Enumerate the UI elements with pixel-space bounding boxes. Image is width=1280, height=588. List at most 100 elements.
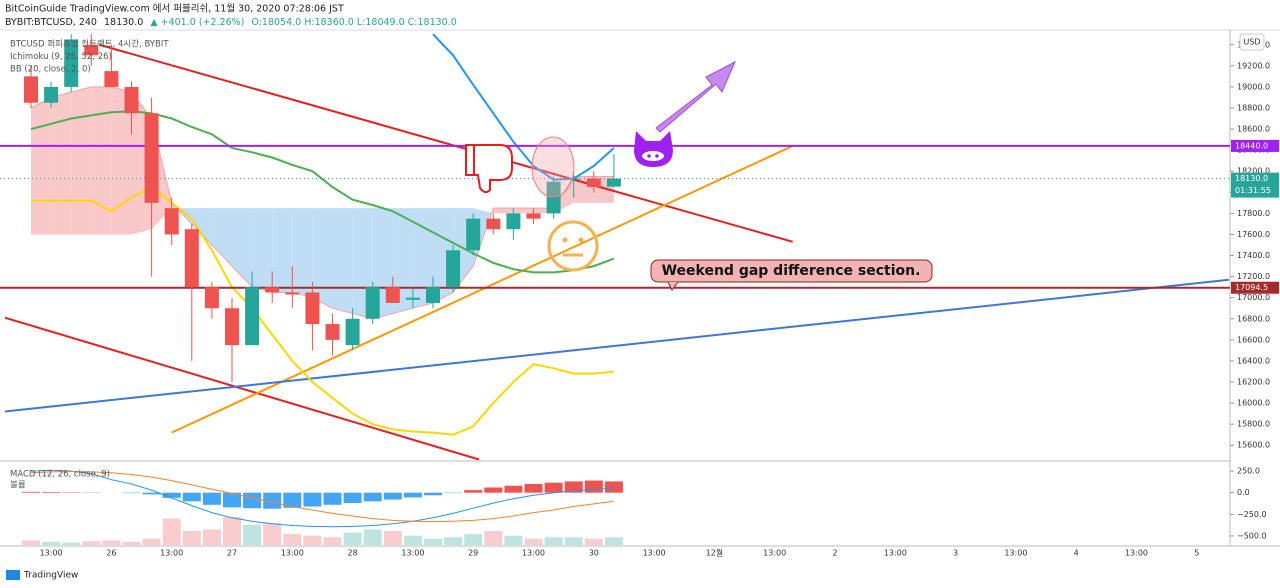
y-tick-label: 16000.0	[1237, 399, 1270, 408]
signal-line	[30, 470, 614, 523]
x-tick-label: 13:00	[884, 549, 907, 558]
change: ▲ +401.0 (+2.26%)	[150, 17, 244, 28]
header-line: BYBIT:BTCUSD, 240 18130.0 ▲ +401.0 (+2.2…	[5, 17, 457, 28]
histogram-bar	[243, 492, 262, 509]
histogram-bar	[162, 492, 181, 498]
volume-bar	[102, 540, 121, 545]
volume-bar	[343, 532, 362, 545]
indicator-line	[432, 33, 615, 181]
candle-body	[405, 297, 420, 300]
x-tick-label: 13:00	[522, 549, 545, 558]
x-tick-label: 5	[1194, 549, 1199, 558]
y-tick-label: 0.0	[1237, 488, 1250, 497]
volume-bar	[283, 534, 302, 545]
histogram-bar	[182, 492, 201, 502]
candle-body	[44, 86, 59, 103]
histogram-bar	[223, 492, 241, 508]
x-tick-label: 13:00	[1125, 549, 1148, 558]
cloud-segment	[292, 208, 313, 298]
candle-body	[345, 318, 360, 346]
level-label: 17094.5	[1235, 283, 1268, 292]
histogram-bar	[142, 492, 161, 495]
x-tick-label: 27	[227, 549, 237, 558]
x-tick-label: 13:00	[763, 549, 786, 558]
candle-body	[426, 287, 440, 303]
x-tick-label: 3	[953, 549, 958, 558]
level-label-box	[1231, 281, 1279, 294]
cat-nostril	[655, 154, 659, 158]
main-pane	[0, 33, 1230, 460]
volume-bar	[323, 537, 342, 545]
volume-bar	[263, 523, 282, 545]
countdown: 01:31:55	[1235, 186, 1271, 195]
cat-nose	[642, 151, 664, 161]
annotation-text: Weekend gap difference section.	[662, 263, 921, 279]
volume-bar	[524, 538, 543, 545]
cloud-segment	[272, 208, 293, 293]
legend-entry: Ichimoku (9, 26, 52, 26)	[10, 52, 112, 62]
legend-entry: 볼륨	[10, 480, 26, 491]
candle-body	[385, 287, 400, 303]
x-tick-label: 13:00	[401, 549, 424, 558]
cloud-segment	[232, 208, 253, 288]
cloud-segment	[91, 86, 112, 235]
histogram-bar	[504, 485, 523, 493]
candle-body	[24, 76, 38, 103]
annotation-bubble	[650, 259, 933, 283]
volume-bar	[564, 537, 583, 545]
currency-button[interactable]	[1239, 33, 1265, 51]
y-tick-label: 17400.0	[1237, 251, 1270, 260]
candle-body	[225, 308, 239, 346]
currency[interactable]: USD	[1243, 38, 1260, 47]
histogram-bar	[263, 492, 282, 509]
histogram-bar	[464, 490, 483, 493]
highlight-ellipse	[531, 136, 575, 198]
candle-body	[204, 287, 219, 309]
x-tick-label: 13:00	[1004, 549, 1027, 558]
y-tick-label: 17200.0	[1237, 272, 1270, 281]
volume-bar	[363, 529, 382, 545]
histogram-bar	[383, 492, 402, 500]
candle-body	[64, 39, 79, 87]
x-tick-label: 12월	[706, 548, 724, 558]
cloud-segment	[111, 86, 132, 235]
y-tick-label: 15600.0	[1237, 441, 1270, 450]
x-tick-label: 4	[1074, 549, 1079, 558]
current-price-label: 18130.0	[1235, 174, 1268, 183]
candle-body	[606, 178, 621, 187]
x-tick-label: 13:00	[281, 549, 304, 558]
last-price: 18130.0	[104, 17, 143, 28]
cat-nostril	[647, 154, 651, 158]
y-tick-label: 16200.0	[1237, 378, 1270, 387]
x-tick-label: 26	[106, 549, 116, 558]
volume-bar	[383, 531, 402, 545]
candle-body	[144, 113, 159, 203]
x-tick-label: 13:00	[643, 549, 666, 558]
y-tick-label: 18800.0	[1237, 103, 1270, 112]
thumbs-down-cuff	[465, 144, 475, 176]
volume-bar	[142, 538, 161, 545]
y-tick-label: −500.0	[1237, 531, 1267, 540]
histogram-bar	[544, 482, 563, 493]
candle-body	[104, 71, 119, 87]
x-tick-label: 13:00	[40, 549, 63, 558]
histogram-bar	[424, 492, 442, 496]
axes: 19400.019200.019000.018800.018600.018400…	[10, 39, 1279, 558]
candle-body	[546, 181, 561, 214]
y-tick-label: 16600.0	[1237, 335, 1270, 344]
volume-bar	[464, 534, 483, 545]
indicator-line	[31, 185, 615, 436]
brand-logo	[6, 570, 20, 580]
trendline	[4, 278, 1230, 413]
y-tick-label: 17800.0	[1237, 209, 1270, 218]
histogram-bar	[343, 492, 362, 504]
candle-body	[124, 86, 139, 114]
histogram-bar	[42, 491, 61, 493]
histogram-bar	[484, 487, 503, 493]
ohlc: O:18054.0 H:18360.0 L:18049.0 C:18130.0	[251, 17, 456, 28]
y-tick-label: 18600.0	[1237, 125, 1270, 134]
candle-body	[325, 324, 340, 340]
candle-body	[164, 208, 179, 235]
y-tick-label: −250.0	[1237, 510, 1267, 519]
volume-bar	[444, 537, 463, 545]
